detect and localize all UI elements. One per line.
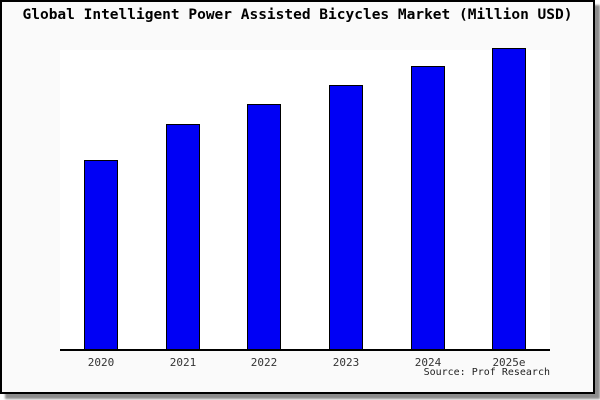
chart-title: Global Intelligent Power Assisted Bicycl… bbox=[22, 7, 573, 23]
bar-2025e bbox=[492, 48, 526, 349]
x-tick-label-2021: 2021 bbox=[169, 356, 197, 369]
source-credit: Source: Prof Research bbox=[423, 367, 550, 378]
figure-frame: Global Intelligent Power Assisted Bicycl… bbox=[0, 0, 595, 394]
bar-2021 bbox=[166, 124, 200, 349]
x-tick-label-2020: 2020 bbox=[87, 356, 115, 369]
x-tick-label-2024: 2024 bbox=[414, 356, 442, 369]
bar-2022 bbox=[247, 104, 281, 349]
plot-area bbox=[60, 48, 550, 351]
x-tick-label-2022: 2022 bbox=[250, 356, 278, 369]
x-tick-label-2025e: 2025e bbox=[492, 356, 526, 369]
bar-2024 bbox=[411, 66, 445, 349]
bar-2020 bbox=[84, 160, 118, 349]
bar-2023 bbox=[329, 85, 363, 349]
x-tick-label-2023: 2023 bbox=[332, 356, 360, 369]
